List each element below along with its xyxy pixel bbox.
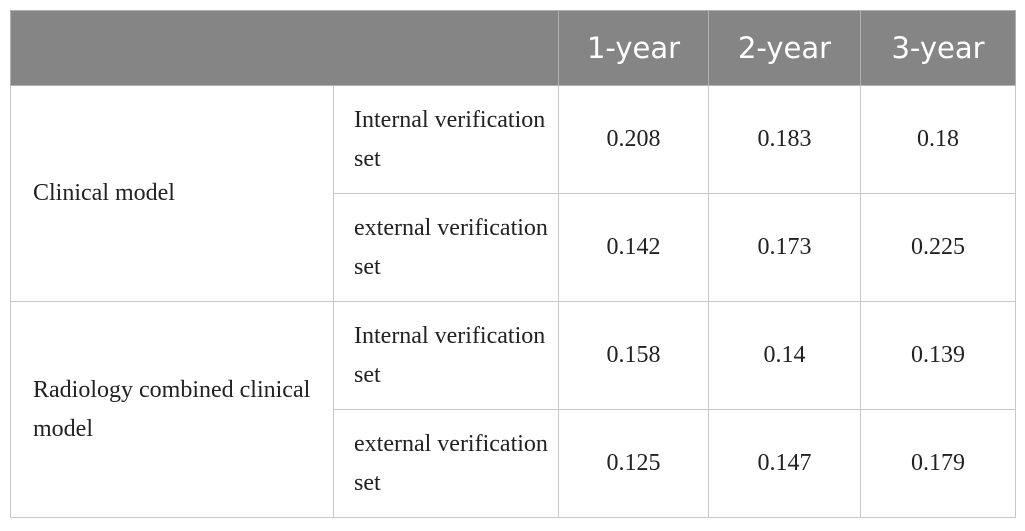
table-row: Clinical model Internal verification set 0… xyxy=(10,85,1016,302)
table-row: external verification set 0.125 0.147 0.179 xyxy=(11,409,1016,518)
cell-value: 0.125 xyxy=(558,409,709,518)
cell-value: 0.208 xyxy=(558,85,709,194)
cell-value: 0.173 xyxy=(708,193,861,302)
table-body: Clinical model Internal verification set 0… xyxy=(10,85,1016,518)
table-row: Radiology combined clinical model Interna… xyxy=(10,301,1016,518)
group-label: Clinical model xyxy=(10,85,334,302)
group-label: Radiology combined clinical model xyxy=(10,301,334,518)
table-row: external verification set 0.142 0.173 0.225 xyxy=(11,193,1016,302)
column-header: 2-year xyxy=(708,10,861,86)
cell-value: 0.179 xyxy=(860,409,1016,518)
header-blank xyxy=(10,10,559,86)
cell-value: 0.158 xyxy=(558,301,709,410)
row-label: Internal verification set xyxy=(333,301,559,410)
cell-value: 0.18 xyxy=(860,85,1016,194)
header-row: 1-year 2-year 3-year xyxy=(10,10,1016,86)
row-label: Internal verification set xyxy=(333,85,559,194)
data-table: 1-year 2-year 3-year Clinical model Interna… xyxy=(10,10,1016,518)
cell-value: 0.142 xyxy=(558,193,709,302)
table-container: 1-year 2-year 3-year Clinical model Interna… xyxy=(10,10,1016,518)
row-label: external verification set xyxy=(333,409,559,518)
table-header: 1-year 2-year 3-year xyxy=(10,10,1016,86)
cell-value: 0.14 xyxy=(708,301,861,410)
column-header: 3-year xyxy=(860,10,1016,86)
cell-value: 0.225 xyxy=(860,193,1016,302)
cell-value: 0.183 xyxy=(708,85,861,194)
column-header: 1-year xyxy=(558,10,709,86)
row-label: external verification set xyxy=(333,193,559,302)
cell-value: 0.147 xyxy=(708,409,861,518)
cell-value: 0.139 xyxy=(860,301,1016,410)
